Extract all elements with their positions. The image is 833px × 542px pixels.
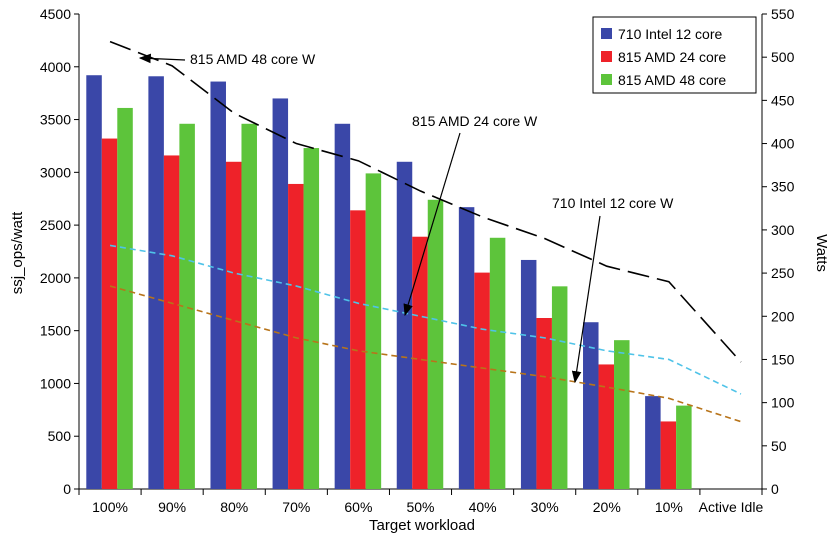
annotation-arrow	[138, 53, 186, 64]
y2-tick-label: 0	[771, 481, 779, 497]
legend-swatch	[601, 74, 612, 85]
bar-0	[210, 81, 226, 490]
y2-tick-label: 100	[771, 395, 795, 411]
y-axis-title: ssj_ops/watt	[9, 211, 26, 294]
y-tick-label: 0	[63, 481, 71, 497]
axes: 0 500 1000 1500 2000 2500 3000 3500 4000 4500 0 50 1…	[40, 6, 795, 515]
bar-1	[163, 155, 180, 489]
y2-tick-label: 50	[771, 438, 787, 454]
power-lines	[109, 40, 742, 423]
x-tick-label: 50%	[406, 499, 434, 515]
bar-0	[86, 75, 102, 489]
legend-swatch	[601, 28, 612, 39]
y2-tick-label: 200	[771, 308, 795, 324]
annotation-label: 710 Intel 12 core W	[552, 195, 674, 211]
x-tick-label: 70%	[282, 499, 310, 515]
bar-2	[179, 123, 195, 490]
x-axis-title: Target workload	[369, 517, 475, 534]
bar-0	[645, 396, 661, 489]
y-tick-label: 2500	[40, 217, 71, 233]
y2-tick-label: 400	[771, 136, 795, 152]
legend-label: 815 AMD 48 core	[618, 72, 726, 88]
bar-2	[365, 173, 382, 489]
y-tick-label: 3000	[40, 164, 71, 180]
legend-swatch	[601, 51, 612, 62]
annotation-arrow	[403, 132, 461, 317]
annotations: 815 AMD 48 core W 815 AMD 24 core W 710 In…	[138, 51, 674, 384]
bar-0	[148, 76, 164, 490]
x-tick-label: 60%	[344, 499, 372, 515]
bar-1	[660, 421, 677, 489]
annotation-label: 815 AMD 48 core W	[190, 51, 316, 67]
x-tick-label: 80%	[220, 499, 248, 515]
bar-2	[117, 107, 133, 489]
legend-box	[592, 16, 757, 94]
x-tick-label: 10%	[655, 499, 683, 515]
legend-label: 710 Intel 12 core	[618, 26, 723, 42]
bar-0	[334, 123, 351, 490]
y-tick-label: 4500	[40, 6, 71, 22]
bar-1	[598, 364, 615, 489]
x-tick-label: 20%	[593, 499, 621, 515]
y2-axis-title: Watts	[813, 234, 830, 272]
bar-2	[676, 405, 692, 489]
legend: 710 Intel 12 core 815 AMD 24 core 815 AMD …	[592, 16, 757, 94]
bar-1	[350, 210, 366, 490]
bar-1	[225, 161, 242, 489]
bar-0	[458, 207, 475, 489]
bar-0	[396, 161, 413, 489]
bar-2	[551, 286, 568, 489]
y-tick-label: 3500	[40, 112, 71, 128]
legend-label: 815 AMD 24 core	[618, 49, 726, 65]
y2-tick-label: 500	[771, 49, 795, 65]
y-tick-label: 500	[48, 428, 72, 444]
bar-2	[489, 237, 506, 489]
bar-0	[520, 259, 537, 489]
y-tick-label: 1000	[40, 375, 71, 391]
y2-tick-label: 300	[771, 222, 795, 238]
bar-1	[412, 236, 428, 489]
bars	[86, 75, 692, 490]
x-tick-label: 100%	[92, 499, 128, 515]
x-tick-label: Active Idle	[699, 499, 764, 515]
power-line-0	[109, 40, 742, 363]
y2-tick-label: 250	[771, 265, 795, 281]
bar-1	[536, 318, 552, 489]
bar-1	[288, 183, 304, 489]
bar-0	[272, 98, 289, 489]
bar-2	[241, 123, 257, 490]
y2-tick-label: 350	[771, 179, 795, 195]
x-tick-label: 90%	[158, 499, 186, 515]
x-tick-label: 30%	[531, 499, 559, 515]
bar-1	[101, 138, 118, 490]
y2-tick-label: 450	[771, 92, 795, 108]
annotation-label: 815 AMD 24 core W	[412, 113, 538, 129]
bar-1	[474, 272, 490, 489]
x-tick-label: 40%	[469, 499, 497, 515]
y-tick-label: 1500	[40, 323, 71, 339]
y2-tick-label: 150	[771, 351, 795, 367]
y2-tick-label: 550	[771, 6, 795, 22]
bar-2	[303, 148, 320, 490]
bar-2	[427, 199, 444, 489]
y-tick-label: 2000	[40, 270, 71, 286]
annotation-arrow	[571, 215, 601, 384]
y-tick-label: 4000	[40, 59, 71, 75]
bar-2	[614, 340, 630, 489]
bar-0	[583, 322, 599, 489]
power-line-1	[109, 244, 742, 395]
